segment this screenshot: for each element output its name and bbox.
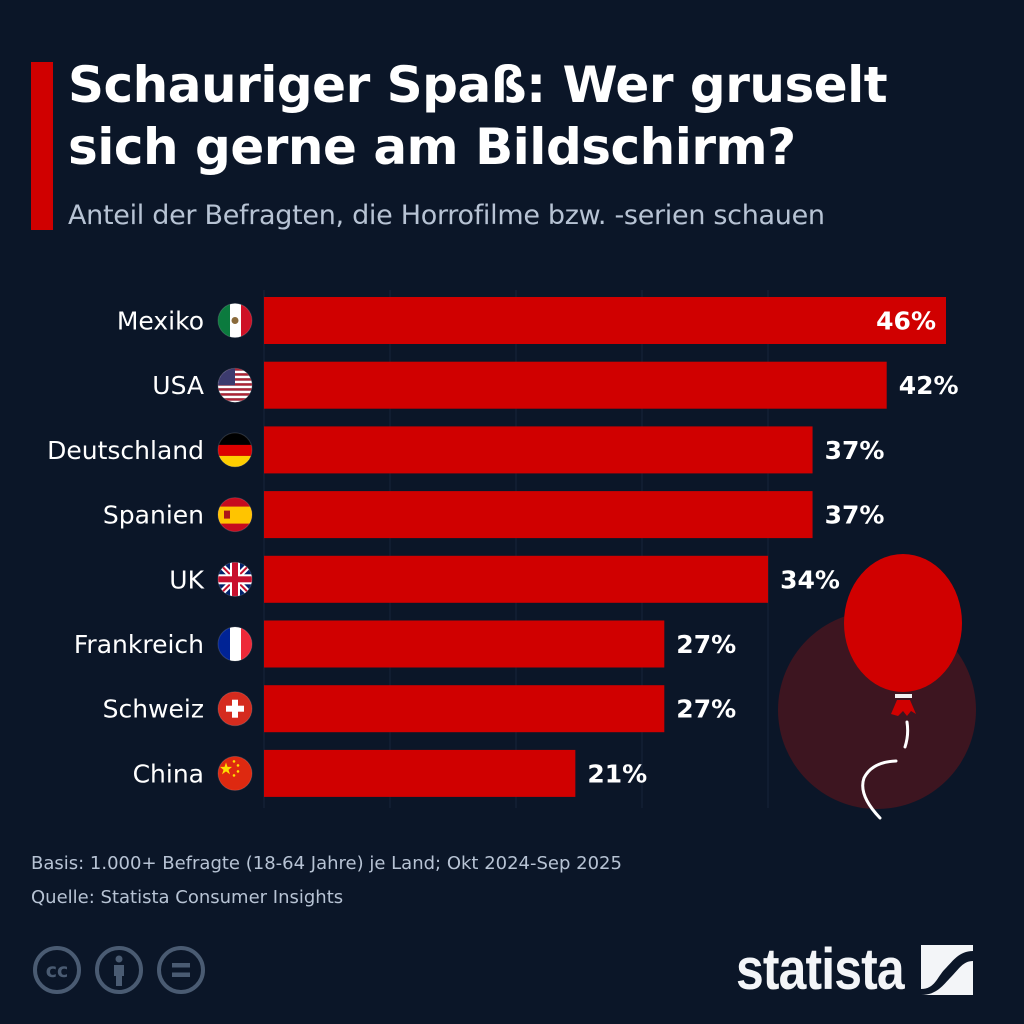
balloon-string <box>861 720 910 820</box>
bar-row: UK 34% <box>169 555 840 603</box>
mexico-flag-icon <box>218 303 252 338</box>
uk-flag-icon <box>218 562 252 597</box>
bar-chart: Mexiko 46% USA 42% Deutschland 37% Spanien 37% U… <box>47 290 976 820</box>
attribution-icon[interactable] <box>93 944 145 996</box>
value-label: 37% <box>825 501 885 530</box>
category-label: Deutschland <box>47 436 204 465</box>
basis-note: Basis: 1.000+ Befragte (18-64 Jahre) je … <box>31 853 622 874</box>
bar <box>264 491 813 539</box>
bar-row: China 21% <box>133 749 647 797</box>
balloon-knot <box>891 700 916 716</box>
bar-row: Deutschland 37% <box>47 426 885 474</box>
category-label: Schweiz <box>103 695 204 724</box>
bar-row: Frankreich 27% <box>74 620 736 668</box>
germany-flag-icon <box>218 432 252 467</box>
value-label: 42% <box>899 371 959 400</box>
bar <box>264 555 769 603</box>
bar-row: Mexiko 46% <box>117 297 946 344</box>
value-label: 34% <box>780 565 840 594</box>
bar <box>264 685 665 733</box>
category-label: Spanien <box>103 501 204 530</box>
value-label: 46% <box>876 307 936 336</box>
value-label: 27% <box>676 695 736 724</box>
statista-logo[interactable]: statista <box>736 936 974 1003</box>
bar <box>264 297 946 344</box>
title-accent-bar <box>31 62 53 230</box>
china-flag-icon <box>218 756 252 791</box>
bar-row: USA 42% <box>152 361 959 409</box>
chart-subtitle: Anteil der Befragten, die Horrofilme bzw… <box>68 200 825 231</box>
category-label: UK <box>169 565 204 594</box>
source-note: Quelle: Statista Consumer Insights <box>31 887 344 908</box>
bar <box>264 361 887 409</box>
value-label: 27% <box>676 630 736 659</box>
license-icons: cc <box>31 944 207 996</box>
balloon-icon <box>844 554 962 692</box>
category-label: China <box>133 759 204 788</box>
category-label: Mexiko <box>117 307 204 336</box>
value-label: 37% <box>825 436 885 465</box>
category-label: USA <box>152 371 204 400</box>
switzerland-flag-icon <box>218 691 252 726</box>
bar <box>264 749 576 797</box>
category-label: Frankreich <box>74 630 204 659</box>
balloon-neck <box>895 694 912 698</box>
balloon-illustration <box>778 554 976 820</box>
cc-icon[interactable]: cc <box>31 944 83 996</box>
no-derivatives-icon[interactable] <box>155 944 207 996</box>
bar <box>264 620 665 668</box>
bar-row: Spanien 37% <box>103 491 885 539</box>
spain-flag-icon <box>218 497 252 532</box>
statista-wordmark: statista <box>736 937 905 1002</box>
value-label: 21% <box>587 759 647 788</box>
svg-text:cc: cc <box>46 960 69 982</box>
bar <box>264 426 813 474</box>
france-flag-icon <box>218 627 252 661</box>
chart-title: Schauriger Spaß: Wer gruselt sich gerne … <box>68 56 888 176</box>
bar-row: Schweiz 27% <box>103 685 736 733</box>
statista-logo-icon <box>921 944 974 995</box>
